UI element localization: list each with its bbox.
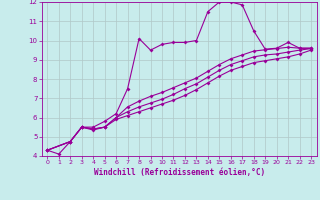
X-axis label: Windchill (Refroidissement éolien,°C): Windchill (Refroidissement éolien,°C): [94, 168, 265, 177]
